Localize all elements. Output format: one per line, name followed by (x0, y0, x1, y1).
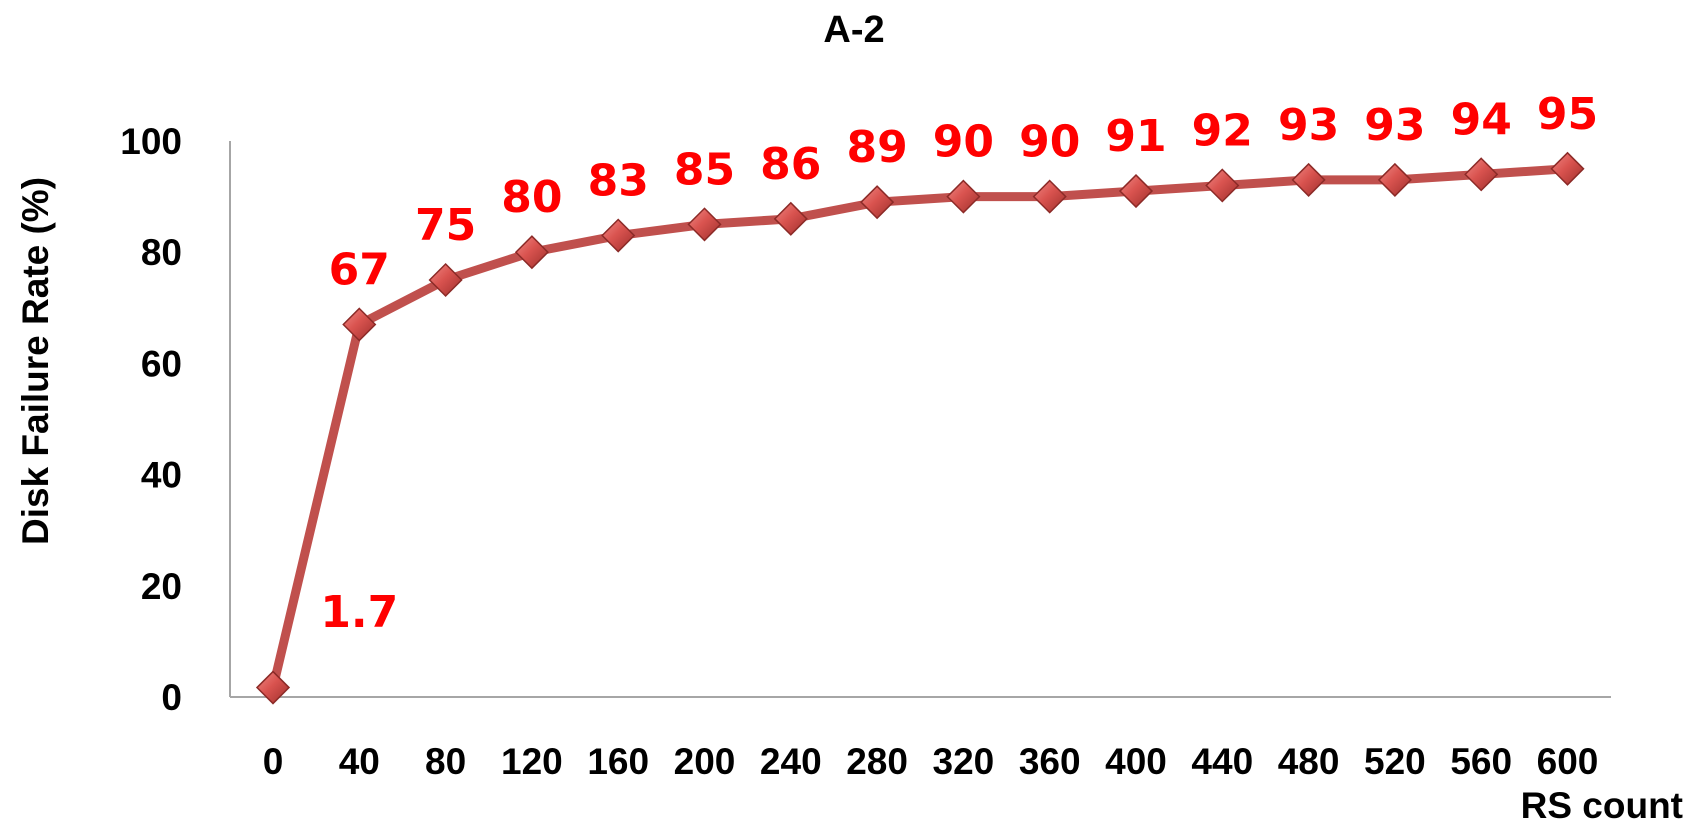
data-point-marker (1032, 179, 1067, 214)
x-tick-label: 400 (1105, 741, 1167, 782)
data-label: 91 (1105, 111, 1166, 162)
data-label: 93 (1364, 100, 1425, 151)
x-tick-label: 520 (1364, 741, 1426, 782)
data-label: 85 (674, 144, 735, 195)
x-tick-label: 320 (933, 741, 995, 782)
data-point-marker (1550, 151, 1585, 186)
y-tick-label: 40 (141, 455, 182, 496)
data-labels: 1.7 67 75 80 83 85 86 89 90 90 91 92 93 93 94 95 (320, 89, 1598, 638)
data-point-marker (860, 185, 895, 220)
data-point-marker (514, 235, 549, 270)
data-label: 94 (1451, 94, 1512, 145)
x-tick-label: 240 (760, 741, 822, 782)
x-tick-label: 160 (587, 741, 649, 782)
data-label: 90 (933, 117, 994, 168)
data-point-marker (601, 218, 636, 253)
data-point-marker (342, 307, 377, 342)
y-tick-label: 80 (141, 232, 182, 273)
x-tick-label: 40 (339, 741, 380, 782)
data-label: 1.7 (320, 587, 398, 638)
data-label: 92 (1192, 105, 1253, 156)
data-point-marker (687, 207, 722, 242)
x-tick-label: 600 (1537, 741, 1599, 782)
data-markers (255, 151, 1585, 705)
data-point-marker (946, 179, 981, 214)
chart-title: A-2 (823, 9, 884, 51)
x-axis-title: RS count (1521, 785, 1683, 826)
data-label: 89 (846, 122, 907, 173)
x-tick-label: 120 (501, 741, 563, 782)
data-point-marker (428, 262, 463, 298)
data-point-marker (773, 201, 808, 236)
series-line-path (268, 164, 1572, 693)
data-label: 90 (1019, 117, 1080, 168)
y-tick-label: 100 (120, 121, 182, 162)
x-tick-label: 440 (1191, 741, 1253, 782)
data-point-marker (1464, 157, 1499, 192)
data-label: 83 (588, 156, 649, 207)
data-label: 67 (329, 244, 390, 295)
data-point-marker (1205, 168, 1240, 203)
tick-labels: 0 20 40 60 80 100 0 40 80 120 160 200 240 280 320 360 40… (120, 121, 1598, 782)
y-tick-label: 60 (141, 343, 182, 384)
data-point-marker (1291, 162, 1326, 197)
data-label: 80 (501, 172, 562, 223)
data-point-marker (1377, 162, 1412, 197)
data-label: 75 (415, 200, 476, 251)
series-line (268, 164, 1572, 693)
x-tick-label: 0 (263, 741, 284, 782)
x-tick-label: 280 (846, 741, 908, 782)
data-label: 93 (1278, 100, 1339, 151)
x-tick-label: 200 (674, 741, 736, 782)
y-axis-title: Disk Failure Rate (%) (15, 177, 56, 545)
x-tick-label: 80 (425, 741, 466, 782)
x-tick-label: 480 (1278, 741, 1340, 782)
data-point-marker (1118, 173, 1154, 209)
x-tick-label: 360 (1019, 741, 1081, 782)
axes (229, 141, 1611, 698)
data-label: 86 (760, 139, 821, 190)
y-tick-label: 20 (141, 566, 182, 607)
x-tick-label: 560 (1450, 741, 1512, 782)
y-tick-label: 0 (161, 677, 182, 718)
data-point-marker (255, 670, 291, 705)
data-label: 95 (1537, 89, 1598, 140)
